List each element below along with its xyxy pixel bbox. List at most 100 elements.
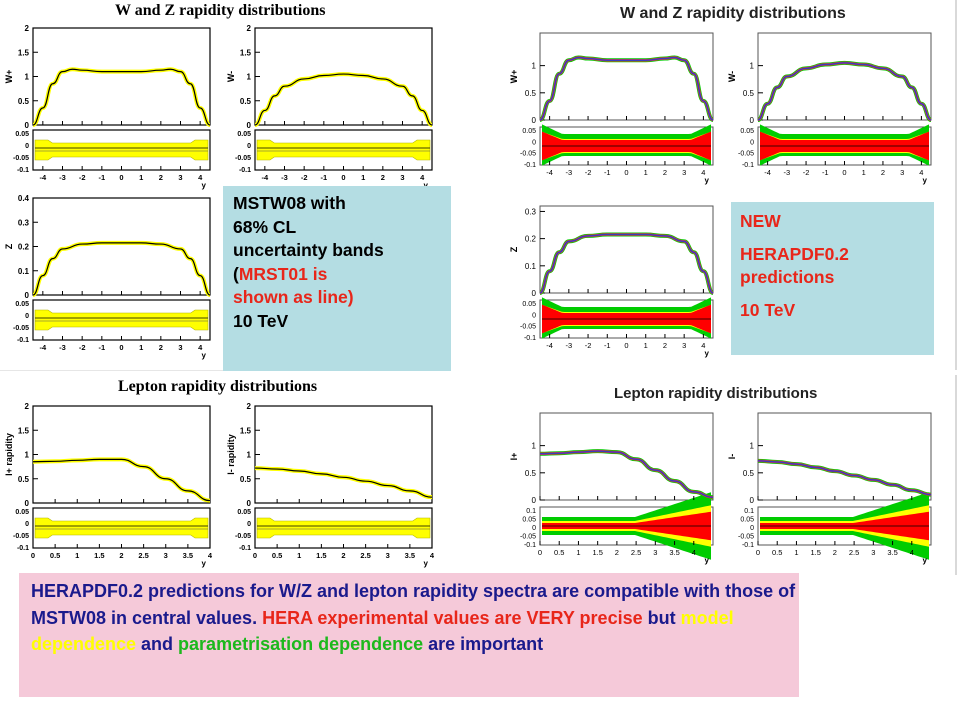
y-tick-label: 0.5: [18, 97, 30, 106]
x-tick-label: -1: [604, 341, 611, 350]
x-tick-label: 2: [381, 173, 385, 182]
x-tick-label: 3: [400, 173, 404, 182]
x-tick-label: -2: [585, 168, 592, 177]
y-axis-label: W-: [727, 71, 737, 82]
x-axis-label: y: [424, 559, 429, 568]
plot-l-minus-herapdf: 00.51l-0.10.050-0.05-0.10 0.5 1 1.5 2 2.5 3 3.5…: [727, 412, 932, 565]
ratio-y-tick-label: -0.05: [235, 533, 251, 540]
ratio-y-tick-label: -0.05: [13, 533, 29, 540]
y-tick-label: 1: [750, 62, 755, 71]
y-tick-label: 0.5: [525, 469, 537, 478]
main-frame: [254, 27, 433, 126]
hera-central-curve: [757, 460, 932, 496]
y-tick-label: 0.3: [525, 207, 537, 216]
y-tick-label: 1.5: [18, 48, 30, 57]
ratio-y-tick-label: 0: [25, 521, 29, 528]
ratio-y-tick-label: 0.05: [237, 131, 251, 138]
y-tick-label: 0.2: [18, 243, 30, 252]
x-tick-label: 0: [119, 343, 123, 352]
x-tick-label: 0: [119, 173, 123, 182]
ratio-y-tick-label: -0.1: [239, 167, 251, 174]
x-axis-label: y: [424, 181, 429, 190]
y-tick-label: 1: [25, 73, 30, 82]
hera-central-curve: [539, 450, 714, 499]
y-tick-label: 1: [750, 442, 755, 451]
x-tick-label: 2: [615, 548, 619, 557]
x-tick-label: 4: [198, 343, 203, 352]
plot-w-minus-herapdf: 0 0.5 1 W- 0.05 0 -0.05 -0.1 -4 -3 -2 -1 0 1 2 3 4y: [727, 32, 932, 185]
x-tick-label: 3: [900, 168, 904, 177]
x-tick-label: 0: [842, 168, 846, 177]
x-axis-label: y: [705, 556, 710, 565]
x-tick-label: 4: [701, 341, 705, 350]
x-tick-label: 3.5: [405, 551, 415, 560]
hera-line-4: 10 TeV: [740, 300, 796, 320]
y-tick-label: 2: [25, 24, 30, 33]
x-tick-label: 0: [31, 551, 35, 560]
plot-l-plus-herapdf: 00.51l+0.10.050-0.05-0.10 0.5 1 1.5 2 2.5 3 3.5…: [509, 412, 714, 565]
x-tick-label: 3.5: [887, 548, 897, 557]
x-tick-label: -3: [281, 173, 288, 182]
y-axis-label: l- rapidity: [226, 434, 236, 475]
hera-central-curve: [539, 56, 714, 121]
x-axis-label: y: [202, 181, 207, 190]
x-tick-label: 2: [119, 551, 123, 560]
herapdf-info-box: NEW HERAPDF0.2 predictions 10 TeV: [731, 202, 934, 355]
x-tick-label: -4: [764, 168, 771, 177]
mrst01-curve: [32, 458, 211, 502]
y-tick-label: 0.5: [18, 475, 30, 484]
x-tick-label: 1: [361, 173, 365, 182]
x-tick-label: -1: [98, 173, 105, 182]
mrst01-curve: [254, 467, 433, 498]
main-frame: [539, 32, 714, 121]
ratio-y-tick-label: -0.1: [524, 335, 536, 342]
x-tick-label: 0: [253, 551, 257, 560]
x-tick-label: -1: [604, 168, 611, 177]
y-tick-label: 0.5: [743, 89, 755, 98]
x-tick-label: 4: [910, 548, 914, 557]
ratio-y-tick-label: 0.05: [15, 509, 29, 516]
y-tick-label: 0: [25, 291, 30, 300]
x-axis-label: y: [923, 556, 928, 565]
y-tick-label: 2: [25, 402, 30, 411]
y-tick-label: 1: [25, 451, 30, 460]
x-axis-label: y: [202, 351, 207, 360]
mstw-uncertainty-band: [34, 309, 209, 331]
ratio-y-tick-label: 0.05: [740, 517, 754, 524]
x-tick-label: 3: [386, 551, 390, 560]
x-tick-label: 0.5: [554, 548, 564, 557]
x-tick-label: -3: [783, 168, 790, 177]
ratio-y-tick-label: 0: [25, 143, 29, 150]
x-tick-label: -2: [585, 341, 592, 350]
y-tick-label: 1: [247, 451, 252, 460]
ratio-y-tick-label: 0.05: [522, 128, 536, 135]
y-tick-label: 0.1: [18, 267, 30, 276]
x-tick-label: 0: [624, 168, 628, 177]
ratio-y-tick-label: 0.05: [15, 301, 29, 308]
x-tick-label: 4: [420, 173, 425, 182]
x-tick-label: 3.5: [669, 548, 679, 557]
x-axis-label: y: [705, 176, 710, 185]
mstw-line-6: 10 TeV: [233, 310, 289, 331]
ratio-y-tick-label: -0.1: [524, 542, 536, 549]
mstw-line-4: (MRST01 is: [233, 263, 451, 287]
y-tick-label: 2: [247, 24, 252, 33]
x-tick-label: 3: [653, 548, 657, 557]
x-tick-label: -4: [546, 341, 553, 350]
hera-line-1: NEW: [740, 211, 781, 231]
x-tick-label: 1.5: [592, 548, 602, 557]
ratio-y-tick-label: 0.1: [744, 508, 754, 515]
left-wz-title: W and Z rapidity distributions: [115, 2, 326, 19]
ratio-y-tick-label: 0.05: [15, 131, 29, 138]
x-tick-label: 0: [756, 548, 760, 557]
x-tick-label: 2.5: [138, 551, 148, 560]
y-axis-label: W-: [226, 71, 236, 82]
x-tick-label: 3: [178, 343, 182, 352]
right-edge-line-2: [955, 375, 957, 575]
x-tick-label: 3.5: [183, 551, 193, 560]
y-tick-label: 1: [532, 62, 537, 71]
hera-central-curve: [539, 233, 714, 294]
x-tick-label: -2: [79, 343, 86, 352]
x-tick-label: 1: [644, 341, 648, 350]
